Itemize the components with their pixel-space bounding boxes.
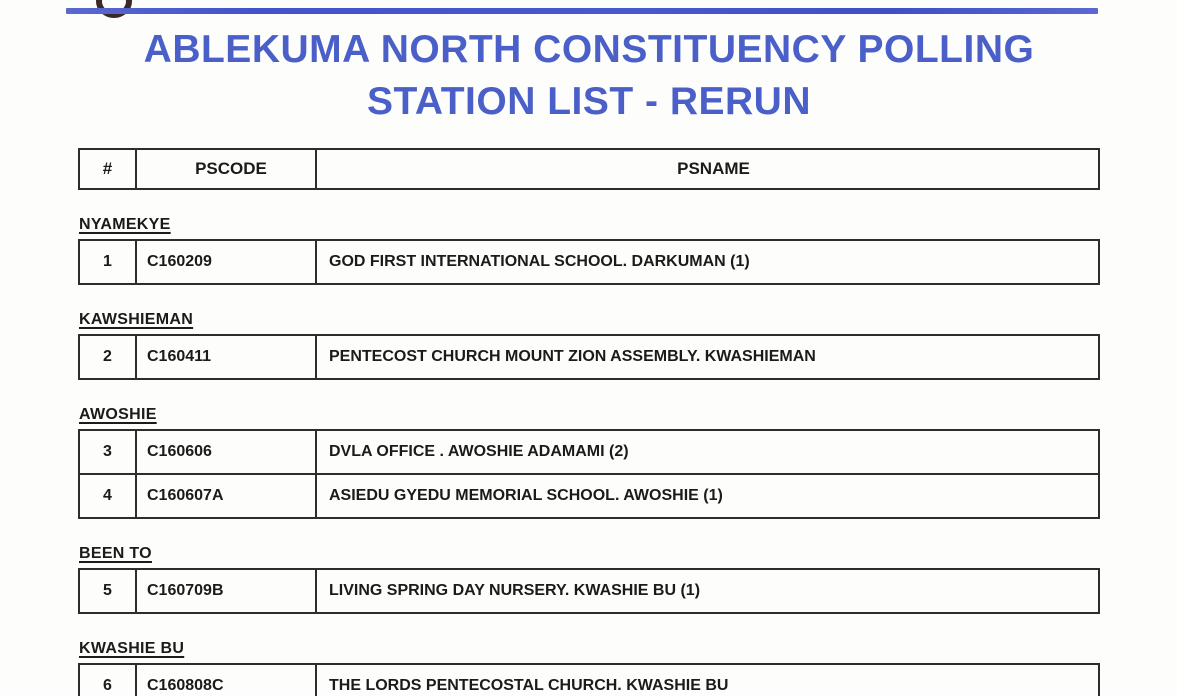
row-number-cell: 4 xyxy=(78,473,137,519)
row-number-cell: 5 xyxy=(78,568,137,614)
section-heading: AWOSHIE xyxy=(79,406,157,423)
table-row: 6 C160808C THE LORDS PENTECOSTAL CHURCH.… xyxy=(78,663,1100,696)
section-rows: 6 C160808C THE LORDS PENTECOSTAL CHURCH.… xyxy=(78,663,1100,696)
column-header-number: # xyxy=(78,148,137,190)
table-row: 2 C160411 PENTECOST CHURCH MOUNT ZION AS… xyxy=(78,334,1100,380)
row-number-cell: 6 xyxy=(78,663,137,696)
row-pscode-cell: C160606 xyxy=(135,429,317,475)
column-header-psname: PSNAME xyxy=(315,148,1100,190)
row-psname-cell: ASIEDU GYEDU MEMORIAL SCHOOL. AWOSHIE (1… xyxy=(315,473,1100,519)
row-pscode-cell: C160709B xyxy=(135,568,317,614)
row-psname-cell: LIVING SPRING DAY NURSERY. KWASHIE BU (1… xyxy=(315,568,1100,614)
row-number-cell: 2 xyxy=(78,334,137,380)
row-psname-cell: DVLA OFFICE . AWOSHIE ADAMAMI (2) xyxy=(315,429,1100,475)
station-section: NYAMEKYE 1 C160209 GOD FIRST INTERNATION… xyxy=(78,216,1100,285)
row-pscode-cell: C160411 xyxy=(135,334,317,380)
row-psname-cell: GOD FIRST INTERNATIONAL SCHOOL. DARKUMAN… xyxy=(315,239,1100,285)
station-section: KWASHIE BU 6 C160808C THE LORDS PENTECOS… xyxy=(78,640,1100,696)
station-section: AWOSHIE 3 C160606 DVLA OFFICE . AWOSHIE … xyxy=(78,406,1100,519)
table-header-row: # PSCODE PSNAME xyxy=(78,148,1100,190)
row-number-cell: 3 xyxy=(78,429,137,475)
title-line-1: ABLEKUMA NORTH CONSTITUENCY POLLING xyxy=(143,28,1035,71)
station-section: BEEN TO 5 C160709B LIVING SPRING DAY NUR… xyxy=(78,545,1100,614)
section-rows: 3 C160606 DVLA OFFICE . AWOSHIE ADAMAMI … xyxy=(78,429,1100,519)
row-pscode-cell: C160808C xyxy=(135,663,317,696)
table-row: 1 C160209 GOD FIRST INTERNATIONAL SCHOOL… xyxy=(78,239,1100,285)
top-rule-line xyxy=(66,8,1098,14)
table-row: 5 C160709B LIVING SPRING DAY NURSERY. KW… xyxy=(78,568,1100,614)
row-number-cell: 1 xyxy=(78,239,137,285)
row-psname-cell: PENTECOST CHURCH MOUNT ZION ASSEMBLY. KW… xyxy=(315,334,1100,380)
sections-container: NYAMEKYE 1 C160209 GOD FIRST INTERNATION… xyxy=(78,190,1100,696)
section-rows: 5 C160709B LIVING SPRING DAY NURSERY. KW… xyxy=(78,568,1100,614)
row-pscode-cell: C160607A xyxy=(135,473,317,519)
section-rows: 1 C160209 GOD FIRST INTERNATIONAL SCHOOL… xyxy=(78,239,1100,285)
table-row: 3 C160606 DVLA OFFICE . AWOSHIE ADAMAMI … xyxy=(78,429,1100,475)
table-row: 4 C160607A ASIEDU GYEDU MEMORIAL SCHOOL.… xyxy=(78,473,1100,519)
page-title: ABLEKUMA NORTH CONSTITUENCY POLLING STAT… xyxy=(78,24,1100,128)
row-psname-cell: THE LORDS PENTECOSTAL CHURCH. KWASHIE BU xyxy=(315,663,1100,696)
section-heading: KAWSHIEMAN xyxy=(79,311,194,328)
row-pscode-cell: C160209 xyxy=(135,239,317,285)
title-line-2: STATION LIST - RERUN xyxy=(366,80,812,123)
section-heading: BEEN TO xyxy=(79,545,152,562)
section-rows: 2 C160411 PENTECOST CHURCH MOUNT ZION AS… xyxy=(78,334,1100,380)
station-section: KAWSHIEMAN 2 C160411 PENTECOST CHURCH MO… xyxy=(78,311,1100,380)
column-header-pscode: PSCODE xyxy=(135,148,317,190)
section-heading: KWASHIE BU xyxy=(79,640,185,657)
section-heading: NYAMEKYE xyxy=(79,216,171,233)
